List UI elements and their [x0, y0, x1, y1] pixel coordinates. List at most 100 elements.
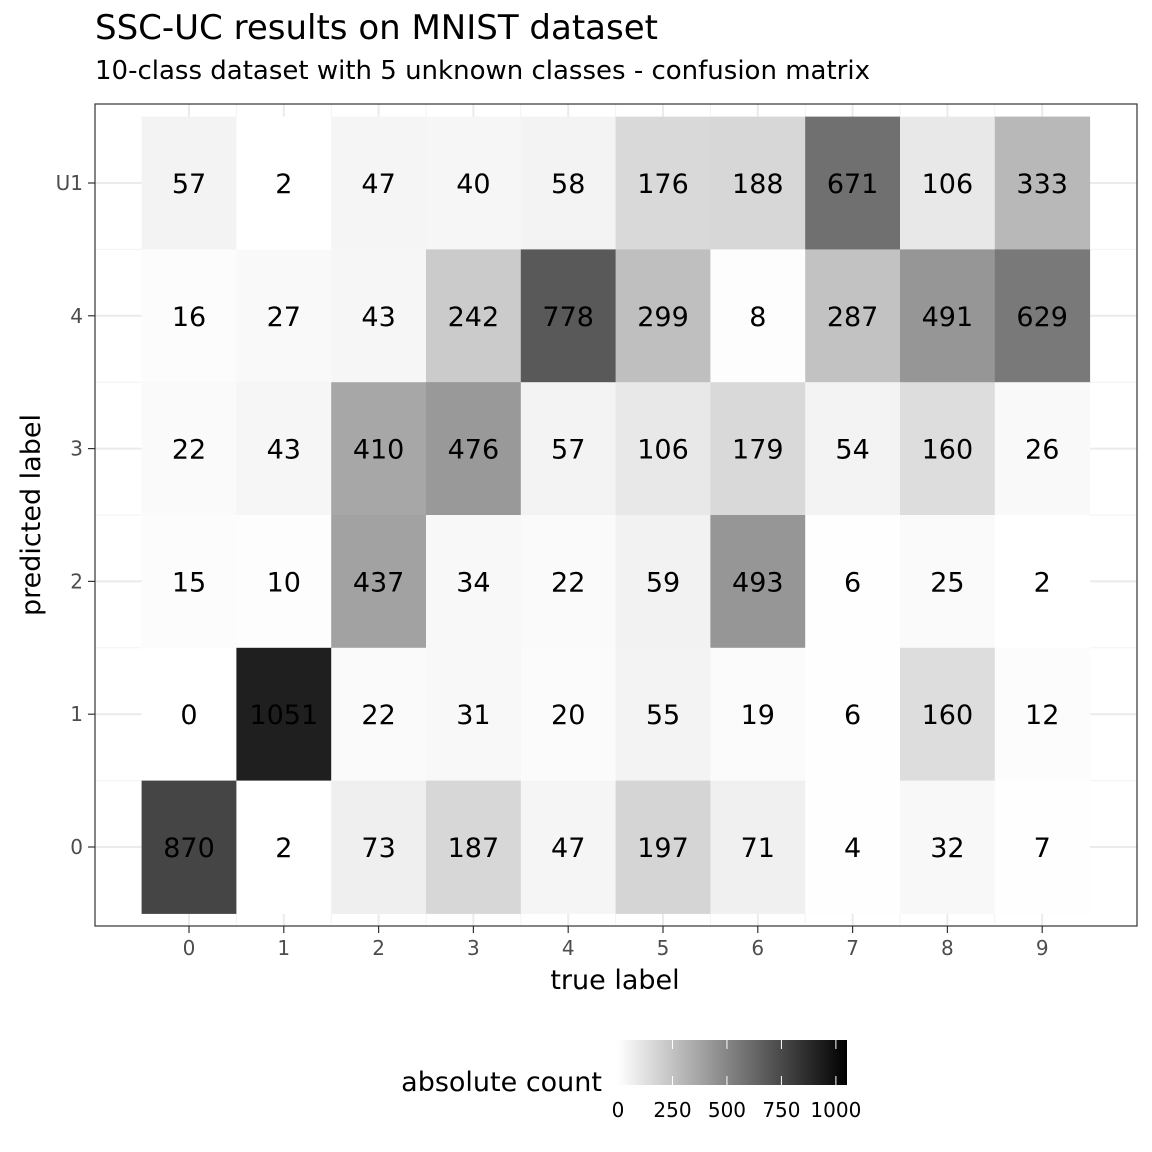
cell-value-label: 671: [827, 169, 879, 200]
heatmap-cell: [331, 382, 427, 516]
cell-value-label: 19: [741, 700, 775, 731]
cell-value-label: 2: [1034, 567, 1051, 598]
cell-value-label: 242: [448, 302, 500, 333]
cell-value-label: 71: [741, 833, 775, 864]
heatmap-cell: [615, 382, 711, 516]
cell-value-label: 410: [353, 435, 405, 466]
cell-value-label: 299: [637, 302, 689, 333]
x-tick-label: 3: [467, 936, 480, 960]
legend-title: absolute count: [401, 1067, 602, 1098]
y-tick-label: 2: [70, 569, 83, 593]
cell-value-label: 870: [163, 833, 215, 864]
heatmap-cell: [994, 382, 1091, 516]
heatmap-cell: [615, 249, 711, 383]
heatmap-cell: [520, 780, 617, 914]
heatmap-cell: [615, 116, 711, 250]
cell-value-label: 20: [551, 700, 585, 731]
heatmap-cell: [141, 515, 237, 649]
heatmap-cell: [710, 116, 806, 250]
cell-value-label: 6: [844, 700, 861, 731]
heatmap-cell: [900, 515, 996, 649]
panel-border: [94, 103, 1138, 927]
y-tick-label: 4: [70, 304, 83, 328]
cell-value-label: 22: [172, 435, 206, 466]
cell-value-label: 32: [930, 833, 964, 864]
cell-value-label: 1051: [249, 700, 318, 731]
x-tick-label: 8: [941, 936, 954, 960]
x-tick-label: 9: [1036, 936, 1049, 960]
heatmap-cell: [900, 116, 996, 250]
heatmap-cell: [805, 515, 901, 649]
legend-ticks: 0 250 500 750 1000: [612, 1040, 861, 1122]
legend-tick-label: 0: [612, 1098, 625, 1122]
legend-tick-label: 750: [762, 1098, 800, 1122]
heatmap-cell: [331, 515, 427, 649]
heatmap-cell: [994, 515, 1091, 649]
heatmap-cell: [426, 249, 522, 383]
cell-value-label: 6: [844, 567, 861, 598]
heatmap-cell: [426, 647, 522, 782]
heatmap-cell: [994, 647, 1091, 782]
cell-value-label: 55: [646, 700, 680, 731]
cell-value-label: 34: [456, 567, 490, 598]
cell-value-label: 106: [637, 435, 689, 466]
heatmap-cell: [805, 382, 901, 516]
legend-colorbar: [618, 1040, 847, 1085]
heatmap-cell: [710, 647, 806, 782]
heatmap-cell: [520, 382, 617, 516]
heatmap-cell: [805, 116, 901, 250]
cell-value-label: 333: [1016, 169, 1068, 200]
cell-value-label: 778: [542, 302, 594, 333]
cell-value-label: 0: [180, 700, 197, 731]
cell-value-label: 176: [637, 169, 689, 200]
heatmap-cell: [141, 647, 237, 782]
heatmap-cell: [426, 382, 522, 516]
heatmap-cell: [141, 249, 237, 383]
cell-value-label: 58: [551, 169, 585, 200]
cell-value-label: 22: [551, 567, 585, 598]
cell-value-label: 27: [267, 302, 301, 333]
cell-value-label: 16: [172, 302, 206, 333]
chart-subtitle: 10-class dataset with 5 unknown classes …: [95, 56, 870, 86]
cell-value-label: 160: [922, 435, 974, 466]
cell-value-label: 493: [732, 567, 784, 598]
heatmap-cell: [615, 515, 711, 649]
heatmap-cell: [426, 780, 522, 914]
cell-value-label: 15: [172, 567, 206, 598]
cell-value-label: 73: [361, 833, 395, 864]
cell-value-label: 4: [844, 833, 861, 864]
cell-value-label: 54: [835, 435, 869, 466]
heatmap-cell: [236, 382, 332, 516]
legend-tick-label: 1000: [810, 1098, 861, 1122]
cell-value-label: 31: [456, 700, 490, 731]
heatmap-cell: [426, 515, 522, 649]
heatmap-cell: [900, 249, 996, 383]
cell-value-label: 10: [267, 567, 301, 598]
cell-value-label: 287: [827, 302, 879, 333]
heatmap-cell: [994, 249, 1091, 383]
cell-value-label: 187: [448, 833, 500, 864]
legend-tick-label: 250: [653, 1098, 691, 1122]
cell-value-label: 197: [637, 833, 689, 864]
heatmap-cell: [710, 780, 806, 914]
x-tick-label: 5: [657, 936, 670, 960]
cell-value-label: 47: [361, 169, 395, 200]
heatmap-cell: [710, 515, 806, 649]
heatmap-cell: [615, 647, 711, 782]
cell-value-label: 188: [732, 169, 784, 200]
heatmap-cell: [994, 780, 1091, 914]
heatmap-cell: [331, 249, 427, 383]
cell-value-label: 59: [646, 567, 680, 598]
cell-value-label: 26: [1025, 435, 1059, 466]
heatmap-cell: [236, 249, 332, 383]
cell-value-label: 2: [275, 169, 292, 200]
cell-value-label: 22: [361, 700, 395, 731]
heatmap-cell: [520, 116, 617, 250]
heatmap-cell: [331, 647, 427, 782]
heatmap-cell: [710, 382, 806, 516]
legend-tick-label: 500: [708, 1098, 746, 1122]
y-axis-title: predicted label: [16, 414, 47, 616]
cell-value-label: 8: [749, 302, 766, 333]
